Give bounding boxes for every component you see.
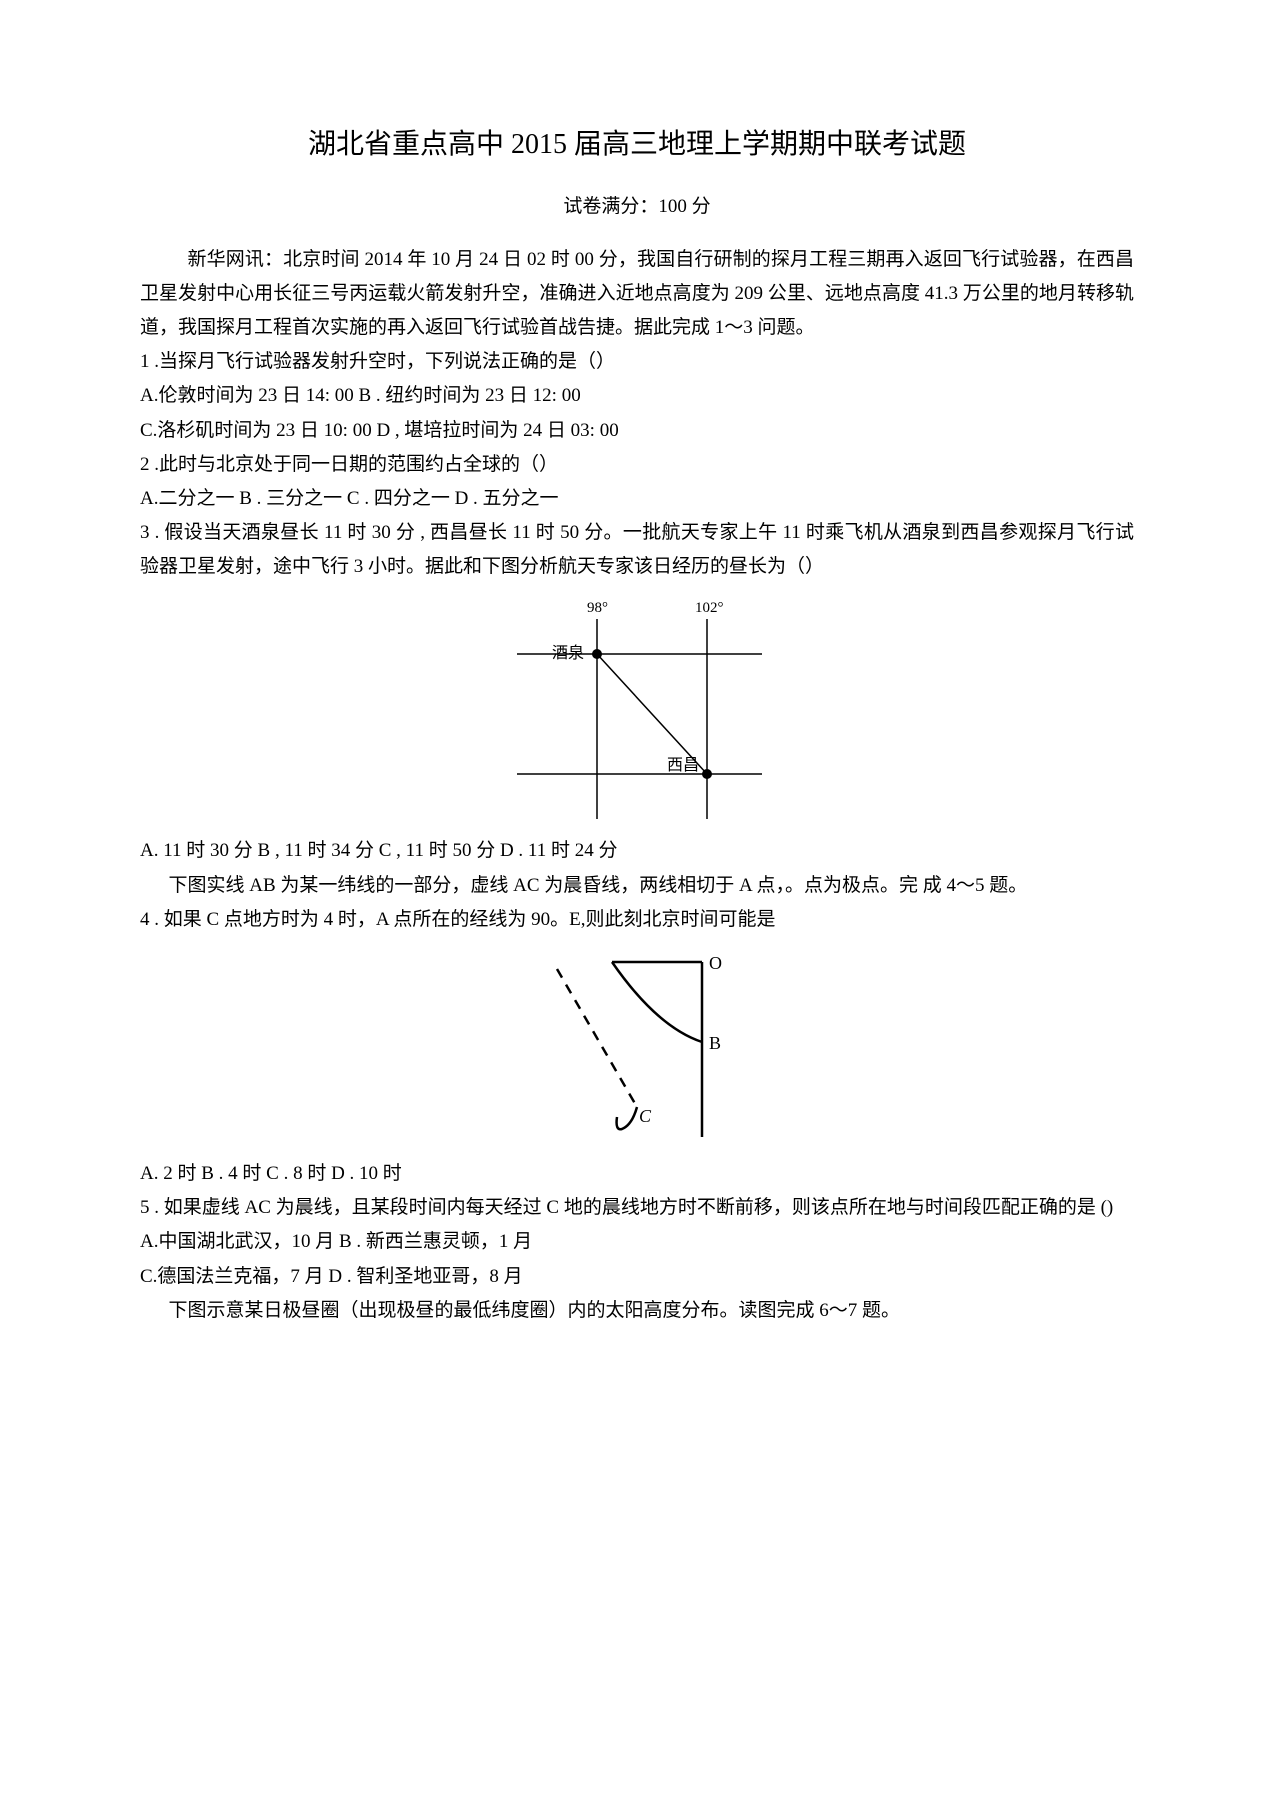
diagram-1-label-102: 102° <box>695 600 724 616</box>
intro-45: 下图实线 AB 为某一纬线的一部分，虚线 AC 为晨昏线，两线相切于 A 点，。… <box>140 869 1134 903</box>
question-1-options-line1: A.伦敦时间为 23 日 14: 00 B . 纽约时间为 23 日 12: 0… <box>140 379 1134 413</box>
diagram-1-container: 98° 102° 酒泉 西昌 <box>140 594 1134 824</box>
question-5-stem: 5 . 如果虚线 AC 为晨线，且某段时间内每天经过 C 地的晨线地方时不断前移… <box>140 1191 1134 1225</box>
question-1-options-line2: C.洛杉矶时间为 23 日 10: 00 D , 堪培拉时间为 24 日 03:… <box>140 414 1134 448</box>
question-1-stem: 1 .当探月飞行试验器发射升空时，下列说法正确的是（） <box>140 345 1134 379</box>
intro-67: 下图示意某日极昼圈（出现极昼的最低纬度圈）内的太阳高度分布。读图完成 6〜7 题… <box>140 1294 1134 1328</box>
question-5-options-line1: A.中国湖北武汉，10 月 B . 新西兰惠灵顿，1 月 <box>140 1225 1134 1259</box>
diagram-2-container: O B C <box>140 947 1134 1147</box>
diagram-1-map: 98° 102° 酒泉 西昌 <box>507 594 767 824</box>
diagram-2-label-o: O <box>709 953 722 973</box>
diagram-2-label-b: B <box>709 1033 721 1053</box>
question-2-options: A.二分之一 B . 三分之一 C . 四分之一 D . 五分之一 <box>140 482 1134 516</box>
diagram-2-figure: O B C <box>537 947 737 1147</box>
diagram-1-label-jiuquan: 酒泉 <box>552 644 584 662</box>
page-subtitle: 试卷满分：100 分 <box>140 190 1134 224</box>
question-2-stem: 2 .此时与北京处于同一日期的范围约占全球的（） <box>140 448 1134 482</box>
intro-paragraph: 新华网讯：北京时间 2014 年 10 月 24 日 02 时 00 分，我国自… <box>140 243 1134 346</box>
diagram-2-label-c: C <box>639 1106 652 1126</box>
question-3-stem: 3 . 假设当天酒泉昼长 11 时 30 分 , 西昌昼长 11 时 50 分。… <box>140 516 1134 584</box>
question-4-options: A. 2 时 B . 4 时 C . 8 时 D . 10 时 <box>140 1157 1134 1191</box>
question-4-stem: 4 . 如果 C 点地方时为 4 时，A 点所在的经线为 90。E,则此刻北京时… <box>140 903 1134 937</box>
diagram-1-label-98: 98° <box>587 600 608 616</box>
question-5-options-line2: C.德国法兰克福，7 月 D . 智利圣地亚哥，8 月 <box>140 1260 1134 1294</box>
page-title: 湖北省重点高中 2015 届高三地理上学期期中联考试题 <box>140 120 1134 170</box>
question-3-options: A. 11 时 30 分 B , 11 时 34 分 C , 11 时 50 分… <box>140 834 1134 868</box>
